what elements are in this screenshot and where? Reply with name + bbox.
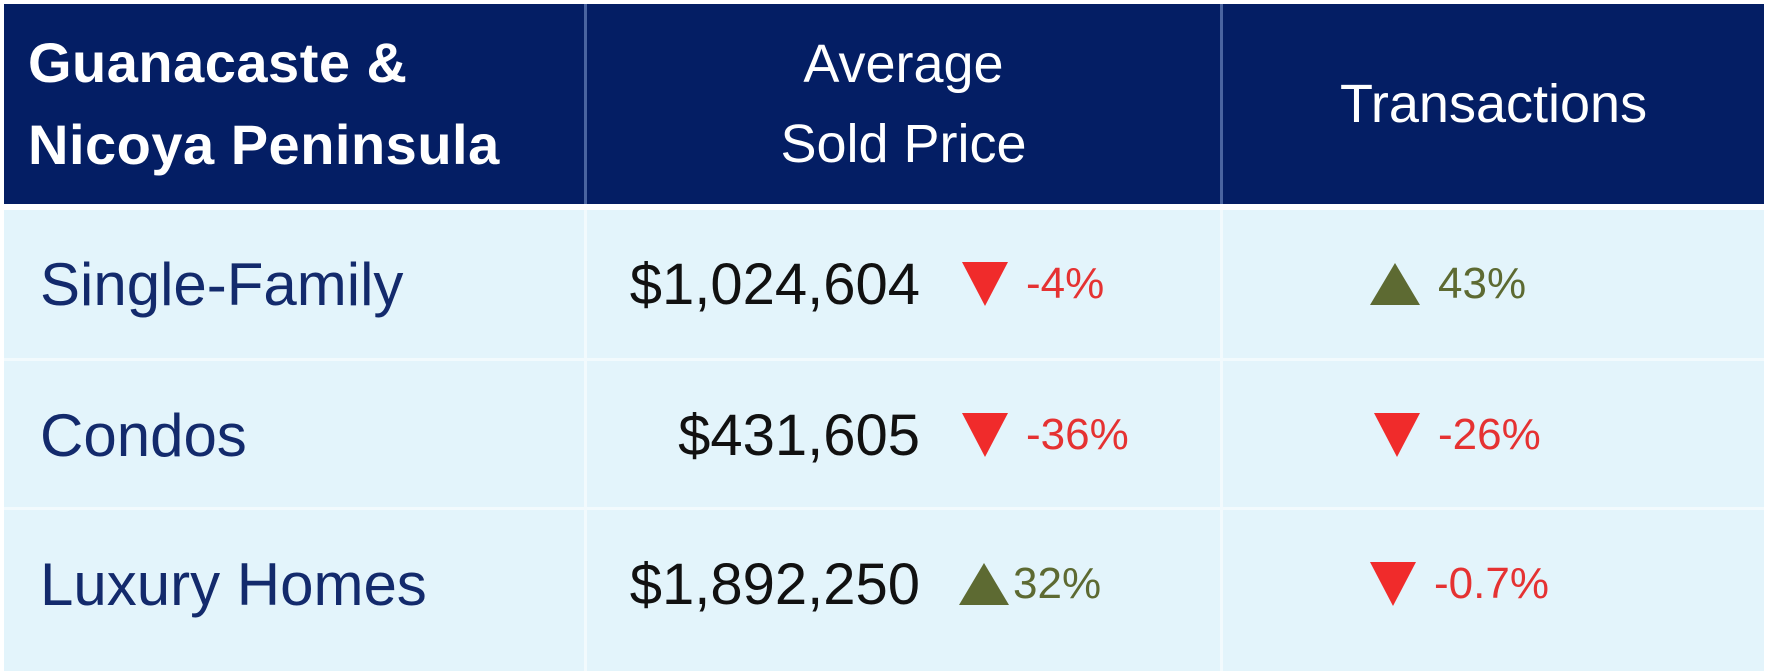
transactions-change-text: -26% <box>1438 410 1541 459</box>
price-change-text: 32% <box>1013 559 1102 608</box>
row-divider <box>4 507 1764 510</box>
price-change: 32% <box>959 510 1101 658</box>
header-avg-price: Average Sold Price <box>587 4 1220 204</box>
row-divider <box>4 358 1764 361</box>
column-divider <box>1220 210 1223 671</box>
transactions-title: Transactions <box>1339 74 1648 134</box>
table-header: Guanacaste & Nicoya Peninsula Average So… <box>4 4 1764 204</box>
avg-price-title: Average Sold Price <box>780 34 1027 174</box>
header-divider <box>584 4 587 204</box>
transactions-change: -0.7% <box>1370 510 1549 658</box>
triangle-down-icon <box>1370 562 1416 606</box>
table-row-condos: Condos $431,605 -36% -26% <box>4 361 1764 509</box>
avg-price-value: $1,024,604 <box>629 251 920 317</box>
triangle-down-icon <box>1374 413 1420 457</box>
triangle-up-icon <box>1370 263 1420 305</box>
table-row-single-family: Single-Family $1,024,604 -4% 43% <box>4 210 1764 358</box>
triangle-down-icon <box>962 262 1008 306</box>
row-label: Single-Family <box>40 250 404 318</box>
transactions-change: -26% <box>1374 361 1541 509</box>
table-body <box>4 210 1764 671</box>
avg-price-value: $1,892,250 <box>629 551 920 617</box>
price-change: -36% <box>962 361 1129 509</box>
transactions-change-text: 43% <box>1438 259 1527 308</box>
transactions-change: 43% <box>1370 210 1526 358</box>
avg-price-value: $431,605 <box>678 402 920 468</box>
price-change-text: -36% <box>1026 410 1129 459</box>
triangle-up-icon <box>959 563 1009 605</box>
column-divider <box>584 210 587 671</box>
transactions-change-text: -0.7% <box>1434 559 1549 608</box>
table-row-luxury-homes: Luxury Homes $1,892,250 32% -0.7% <box>4 510 1764 658</box>
row-label: Luxury Homes <box>40 550 427 618</box>
price-change: -4% <box>962 210 1104 358</box>
header-region: Guanacaste & Nicoya Peninsula <box>4 4 584 204</box>
header-transactions: Transactions <box>1223 4 1764 204</box>
triangle-down-icon <box>962 413 1008 457</box>
row-label: Condos <box>40 401 247 469</box>
region-title: Guanacaste & Nicoya Peninsula <box>28 31 500 176</box>
header-divider <box>1220 4 1223 204</box>
price-change-text: -4% <box>1026 259 1105 308</box>
